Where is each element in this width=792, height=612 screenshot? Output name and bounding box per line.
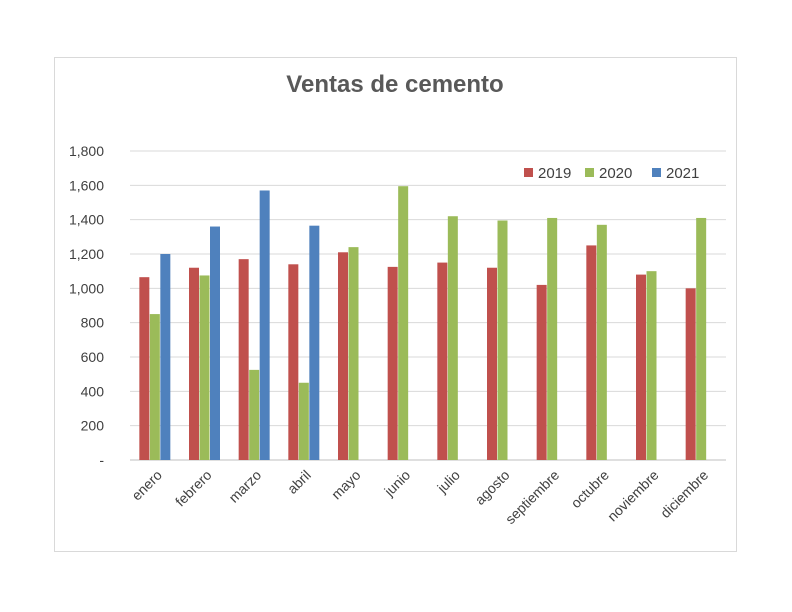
bar-2021-febrero xyxy=(210,226,220,460)
x-tick-label: septiembre xyxy=(502,467,562,527)
bar-2020-diciembre xyxy=(696,217,707,460)
bar-2019-junio xyxy=(387,266,398,460)
bar-2019-marzo xyxy=(238,259,249,460)
bar-2020-noviembre xyxy=(646,271,657,460)
bar-2020-octubre xyxy=(596,224,607,460)
x-tick-label: diciembre xyxy=(657,467,711,521)
bars xyxy=(139,186,707,461)
legend-label-2020: 2020 xyxy=(599,165,632,182)
x-tick-label: noviembre xyxy=(604,467,662,525)
x-tick-label: octubre xyxy=(568,467,612,511)
y-tick-label: 1,000 xyxy=(69,280,104,296)
bar-2019-mayo xyxy=(338,252,348,460)
x-tick-label: marzo xyxy=(225,467,264,506)
y-axis: - 200 400 600 800 1,000 1,200 1,400 1,600 1,800 xyxy=(69,143,104,468)
bar-2020-junio xyxy=(398,186,409,461)
y-tick-label: 800 xyxy=(81,315,105,331)
bar-2019-septiembre xyxy=(536,284,547,460)
bar-2020-agosto xyxy=(497,220,508,460)
x-tick-label: febrero xyxy=(172,467,215,510)
bar-2019-febrero xyxy=(189,267,199,460)
y-tick-label: 1,600 xyxy=(69,177,104,193)
x-tick-label: enero xyxy=(128,467,165,504)
bar-2019-julio xyxy=(437,262,448,460)
legend-label-2019: 2019 xyxy=(538,165,571,182)
bar-2021-marzo xyxy=(259,190,270,460)
bar-2019-noviembre xyxy=(636,274,646,460)
bar-2019-agosto xyxy=(487,267,497,460)
x-tick-label: julio xyxy=(433,467,463,497)
chart-title: Ventas de cemento xyxy=(286,71,503,98)
bar-2019-abril xyxy=(288,264,299,460)
legend-swatch-2019 xyxy=(524,168,533,177)
bar-2020-julio xyxy=(447,216,458,460)
bar-2019-diciembre xyxy=(685,288,696,460)
bar-2020-marzo xyxy=(249,369,260,460)
bar-2020-enero xyxy=(149,314,160,460)
legend-label-2021: 2021 xyxy=(666,165,699,182)
x-tick-label: agosto xyxy=(472,467,513,508)
legend-swatch-2021 xyxy=(652,168,661,177)
bar-2020-abril xyxy=(298,382,309,460)
y-tick-label: 1,200 xyxy=(69,246,104,262)
bar-2020-septiembre xyxy=(547,217,558,460)
bar-2021-enero xyxy=(160,254,171,460)
y-tick-label: 400 xyxy=(81,383,105,399)
gridlines xyxy=(130,150,726,461)
y-tick-label: - xyxy=(99,452,104,468)
bar-2019-enero xyxy=(139,277,150,460)
y-tick-label: 600 xyxy=(81,349,105,365)
x-tick-label: mayo xyxy=(328,467,364,503)
y-tick-label: 1,800 xyxy=(69,143,104,159)
x-tick-label: abril xyxy=(284,467,314,497)
x-axis: enero febrero marzo abril mayo junio julio agos… xyxy=(128,467,711,527)
bar-2020-febrero xyxy=(199,275,210,460)
bar-2019-octubre xyxy=(586,245,597,460)
x-tick-label: junio xyxy=(380,467,413,500)
bar-2021-abril xyxy=(309,225,320,460)
bar-2020-mayo xyxy=(348,247,359,460)
y-tick-label: 1,400 xyxy=(69,212,104,228)
legend-swatch-2020 xyxy=(585,168,594,177)
y-tick-label: 200 xyxy=(81,418,105,434)
legend: 2019 2020 2021 xyxy=(524,165,699,182)
